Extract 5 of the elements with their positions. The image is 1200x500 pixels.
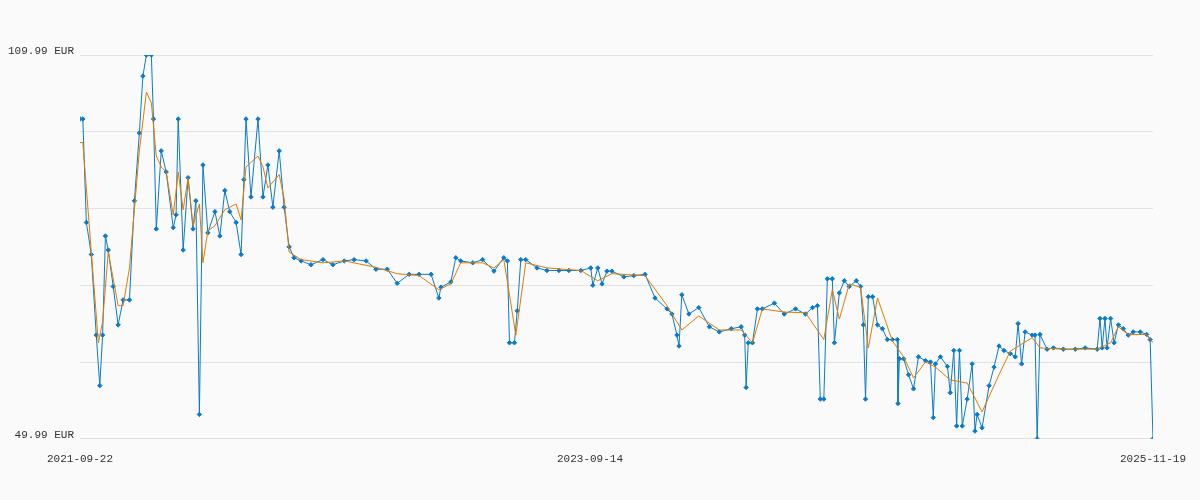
- x-tick-label: 2023-09-14: [557, 453, 624, 466]
- y-tick-label: 49.99 EUR: [14, 428, 75, 441]
- x-tick-label: 2025-11-19: [1119, 453, 1186, 466]
- y-tick-label: 109.99 EUR: [8, 44, 75, 57]
- x-tick-label: 2021-09-22: [47, 453, 114, 466]
